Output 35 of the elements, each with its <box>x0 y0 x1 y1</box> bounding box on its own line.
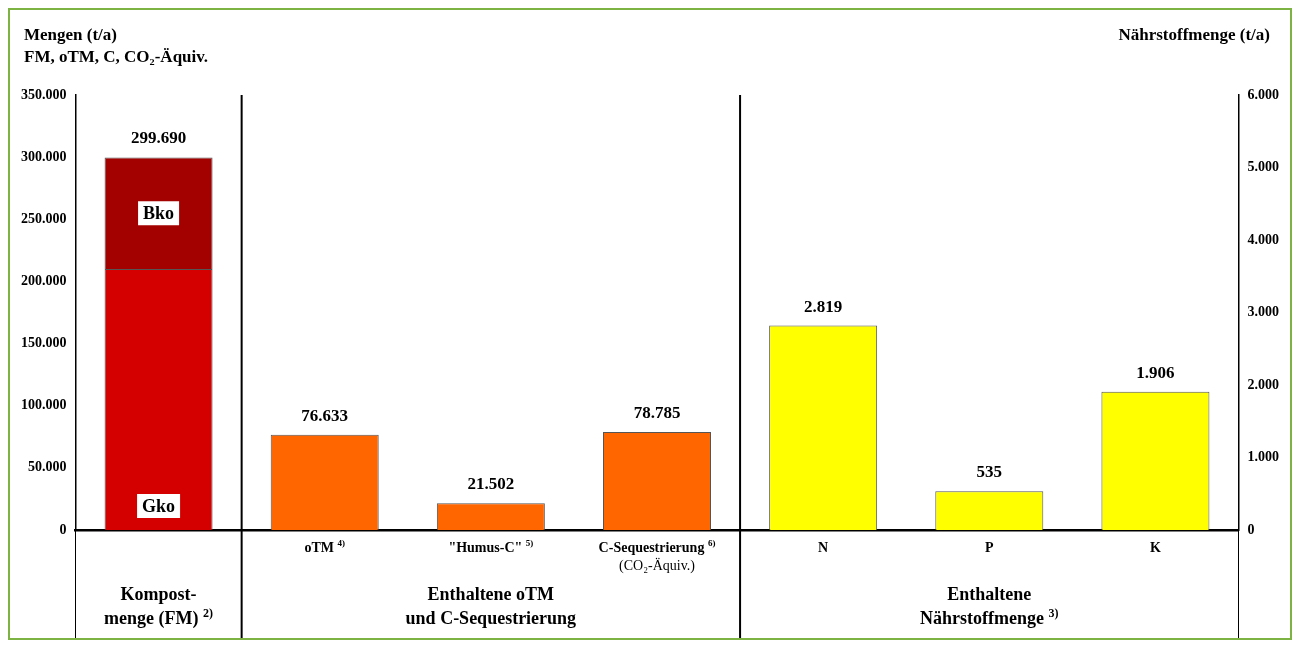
y-tick-label: 250.000 <box>21 210 67 226</box>
x-tick-label: P <box>985 540 995 555</box>
text: Enthaltene Nährstoffmenge 3) <box>920 584 1059 628</box>
y2-tick-label: 3.000 <box>1247 304 1279 320</box>
data-label: 21.502 <box>467 474 515 494</box>
category-label: C-Sequestrierung 6) (CO₂-Äquiv.) <box>598 538 716 573</box>
x-tick-label: N <box>818 540 829 555</box>
y-tick-label: 100.000 <box>21 397 67 413</box>
series-label: Gko <box>142 495 176 516</box>
y-tick-label: 300.000 <box>21 148 67 164</box>
data-label: 1.906 <box>1136 362 1175 382</box>
x-tick-label: "Humus-C" 5) <box>448 538 534 555</box>
x-tick-label: oTM 4) <box>304 538 345 555</box>
y-tick-label: 0 <box>59 521 67 537</box>
y-tick-label: 350.000 <box>21 86 67 102</box>
y2-tick-label: 2.000 <box>1247 376 1279 392</box>
y-tick-label: 50.000 <box>28 459 67 475</box>
text: Enthaltene oTM und C-Sequestrierung <box>405 584 577 628</box>
data-label: 535 <box>976 462 1003 482</box>
data-label: 2.819 <box>804 296 843 316</box>
y2-axis-title: Nährstoffmenge (t/a) <box>1118 24 1270 46</box>
y2-tick-label: 5.000 <box>1247 159 1279 175</box>
y2-tick-label: 6.000 <box>1247 86 1279 102</box>
y2-tick-label: 0 <box>1247 521 1255 537</box>
y-tick-label: 200.000 <box>21 273 67 289</box>
x-tick-label: K <box>1149 540 1161 555</box>
data-label: 78.785 <box>633 402 681 422</box>
total-label: 299.690 <box>130 128 187 148</box>
y2-tick-label: 1.000 <box>1247 449 1279 465</box>
data-label: 76.633 <box>301 405 349 425</box>
y2-tick-label: 4.000 <box>1247 231 1279 247</box>
y-tick-label: 150.000 <box>21 335 67 351</box>
series-label: Bko <box>143 202 175 223</box>
text: Kompost- menge (FM) 2) <box>104 584 214 629</box>
y-axis-title: Mengen (t/a) FM, oTM, C, CO₂-Äquiv. <box>24 24 209 68</box>
